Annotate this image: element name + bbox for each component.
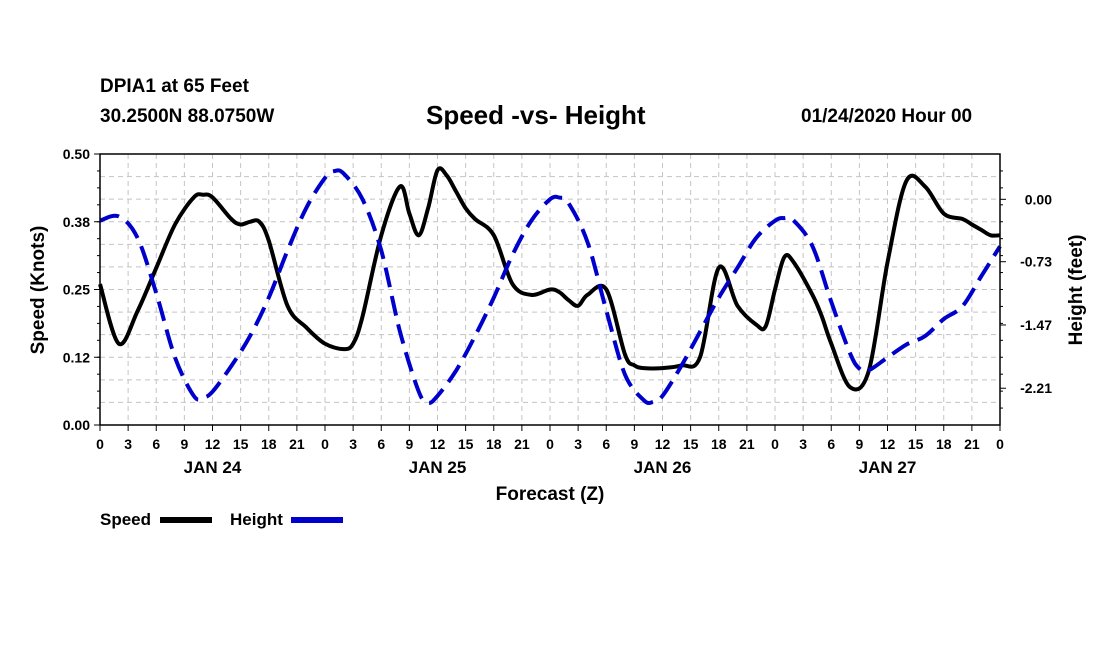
y-right-tick-label: -1.47 xyxy=(1020,317,1052,333)
y-left-tick-label: 0.12 xyxy=(63,349,90,365)
x-tick-label: 9 xyxy=(855,436,863,452)
y-left-tick-label: 0.38 xyxy=(63,214,90,230)
x-tick-label: 12 xyxy=(880,436,896,452)
x-tick-label: 21 xyxy=(514,436,530,452)
y-left-tick-label: 0.50 xyxy=(63,146,90,162)
x-tick-label: 15 xyxy=(233,436,249,452)
x-tick-label: 9 xyxy=(405,436,413,452)
x-tick-label: 6 xyxy=(152,436,160,452)
x-tick-label: 18 xyxy=(936,436,952,452)
forecast-time-label: 01/24/2020 Hour 00 xyxy=(801,106,973,127)
y-right-tick-label: 0.00 xyxy=(1025,191,1052,207)
x-tick-label: 15 xyxy=(458,436,474,452)
chart-title: Speed -vs- Height xyxy=(426,100,646,130)
x-tick-label: 6 xyxy=(602,436,610,452)
x-tick-label: 6 xyxy=(827,436,835,452)
legend: Speed Height xyxy=(100,510,343,529)
y-left-tick-label: 0.25 xyxy=(63,282,90,298)
x-tick-label: 9 xyxy=(180,436,188,452)
x-tick-label: 18 xyxy=(261,436,277,452)
x-tick-label: 3 xyxy=(574,436,582,452)
legend-height-label: Height xyxy=(230,510,283,529)
x-tick-label: 0 xyxy=(546,436,554,452)
y-right-tick-label: -0.73 xyxy=(1020,254,1052,270)
x-tick-label: 9 xyxy=(630,436,638,452)
x-tick-label: 18 xyxy=(711,436,727,452)
day-label: JAN 24 xyxy=(184,458,242,477)
station-label: DPIA1 at 65 Feet xyxy=(100,76,249,97)
x-axis-title: Forecast (Z) xyxy=(496,484,605,505)
x-tick-label: 6 xyxy=(377,436,385,452)
x-tick-label: 21 xyxy=(289,436,305,452)
y-axis-right-title: Height (feet) xyxy=(1066,235,1087,346)
day-label: JAN 27 xyxy=(859,458,917,477)
coordinates-label: 30.2500N 88.0750W xyxy=(100,106,275,127)
speed-series-line xyxy=(98,166,1001,392)
x-tick-label: 0 xyxy=(771,436,779,452)
x-tick-label: 18 xyxy=(486,436,502,452)
x-tick-label: 12 xyxy=(655,436,671,452)
day-label: JAN 25 xyxy=(409,458,467,477)
y-left-tick-label: 0.00 xyxy=(63,417,90,433)
x-tick-label: 0 xyxy=(321,436,329,452)
x-tick-label: 3 xyxy=(124,436,132,452)
day-label: JAN 26 xyxy=(634,458,692,477)
y-right-tick-label: -2.21 xyxy=(1020,380,1052,396)
x-tick-label: 15 xyxy=(683,436,699,452)
x-tick-label: 12 xyxy=(430,436,446,452)
x-tick-label: 21 xyxy=(739,436,755,452)
x-tick-label: 3 xyxy=(349,436,357,452)
height-series-line xyxy=(99,168,1002,406)
x-tick-label: 3 xyxy=(799,436,807,452)
x-tick-label: 15 xyxy=(908,436,924,452)
y-axis-left-title: Speed (Knots) xyxy=(28,226,49,355)
legend-speed-label: Speed xyxy=(100,510,151,529)
x-tick-label: 12 xyxy=(205,436,221,452)
x-tick-label: 0 xyxy=(96,436,104,452)
x-tick-label: 0 xyxy=(996,436,1004,452)
x-tick-label: 21 xyxy=(964,436,980,452)
